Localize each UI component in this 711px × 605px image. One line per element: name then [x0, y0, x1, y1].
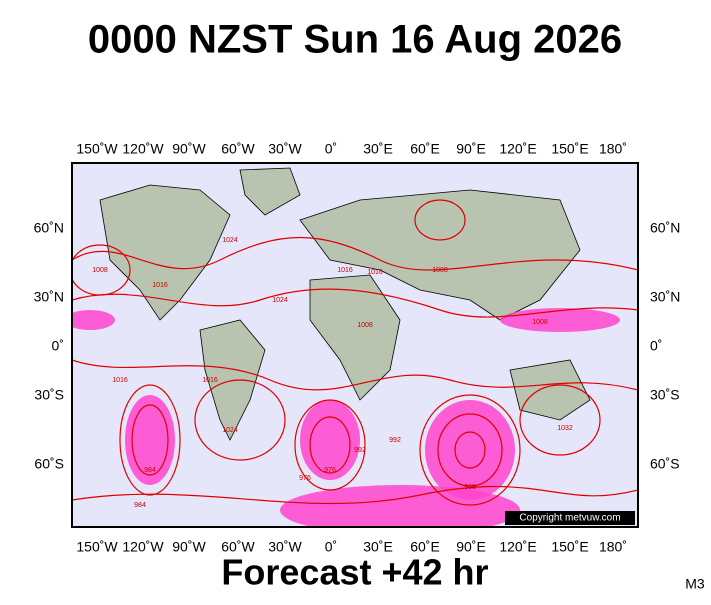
- lon-label: 120˚W: [122, 141, 164, 157]
- isobar-label: 1008: [357, 322, 373, 329]
- lon-label: 30˚E: [363, 141, 393, 157]
- isobar-label: 1016: [152, 282, 168, 289]
- rain-area: [125, 395, 175, 485]
- greenland: [239, 167, 301, 216]
- isobar-label: 1024: [222, 237, 238, 244]
- north-america: [99, 184, 231, 321]
- isobar-label: 968: [464, 484, 476, 491]
- lon-label: 150˚E: [551, 539, 588, 555]
- lon-label: 60˚W: [221, 539, 255, 555]
- lon-label: 180˚: [599, 539, 627, 555]
- lon-label: 150˚W: [76, 539, 118, 555]
- lon-label: 90˚E: [456, 141, 486, 157]
- lon-label: 60˚W: [221, 141, 255, 157]
- lon-label: 60˚E: [410, 141, 440, 157]
- lon-label: 90˚W: [172, 539, 206, 555]
- copyright-box: [505, 511, 635, 525]
- rain-area: [500, 308, 620, 332]
- isobars: [72, 199, 638, 506]
- lat-label: 30˚S: [34, 387, 64, 403]
- lon-label: 120˚E: [499, 141, 536, 157]
- copyright: Copyright metvuw.com: [519, 513, 620, 524]
- lon-label: 30˚E: [363, 539, 393, 555]
- map-features: [72, 167, 638, 527]
- lon-label: 150˚W: [76, 141, 118, 157]
- rain-area: [280, 485, 520, 527]
- isobar-label: 1016: [337, 267, 353, 274]
- forecast-label: Forecast +42 hr: [221, 552, 488, 593]
- lat-label: 60˚S: [650, 456, 680, 472]
- isobar-label: 992: [354, 447, 366, 454]
- isobar-label: 984: [144, 467, 156, 474]
- isobar-label: 1024: [272, 297, 288, 304]
- lon-label: 90˚E: [456, 539, 486, 555]
- lat-label: 60˚N: [34, 220, 64, 236]
- title: 0000 NZST Sun 16 Aug 2026: [88, 18, 622, 62]
- isobar-label: 1008: [432, 267, 448, 274]
- lon-label: 0˚: [325, 141, 337, 157]
- map-frame: [71, 162, 639, 528]
- isobar-label: 1024: [222, 427, 238, 434]
- lon-label: 150˚E: [551, 141, 588, 157]
- lat-label: 30˚S: [650, 387, 680, 403]
- lon-label: 60˚E: [410, 539, 440, 555]
- lat-label: 30˚N: [650, 289, 680, 305]
- lat-label: 0˚: [52, 338, 64, 354]
- lon-label: 120˚E: [499, 539, 536, 555]
- isobar-label: 1008: [92, 267, 108, 274]
- isobar-label: 1016: [112, 377, 128, 384]
- isobar-label: 1008: [532, 319, 548, 326]
- isobar-label: 976: [324, 467, 336, 474]
- lat-label: 60˚N: [650, 220, 680, 236]
- isobar-label: 976: [299, 475, 311, 482]
- isobar-label: 1032: [557, 425, 573, 432]
- isobar-label: 1016: [202, 377, 218, 384]
- map: Copyright metvuw.com: [71, 162, 639, 528]
- lon-label: 120˚W: [122, 539, 164, 555]
- lon-label: 180˚: [599, 141, 627, 157]
- rain-area: [300, 400, 360, 480]
- model-code: M3: [685, 576, 705, 592]
- isobar-label: 984: [134, 502, 146, 509]
- isobar-label: 992: [389, 437, 401, 444]
- lon-label: 90˚W: [172, 141, 206, 157]
- lat-label: 60˚S: [34, 456, 64, 472]
- lon-label: 0˚: [325, 539, 337, 555]
- africa: [309, 274, 401, 401]
- lon-label: 30˚W: [268, 539, 302, 555]
- lon-label: 30˚W: [268, 141, 302, 157]
- lat-label: 0˚: [650, 338, 662, 354]
- eurasia: [299, 189, 581, 321]
- lat-label: 30˚N: [34, 289, 64, 305]
- rain-area: [72, 310, 115, 330]
- australia: [509, 359, 591, 421]
- isobar-label: 1016: [367, 269, 383, 276]
